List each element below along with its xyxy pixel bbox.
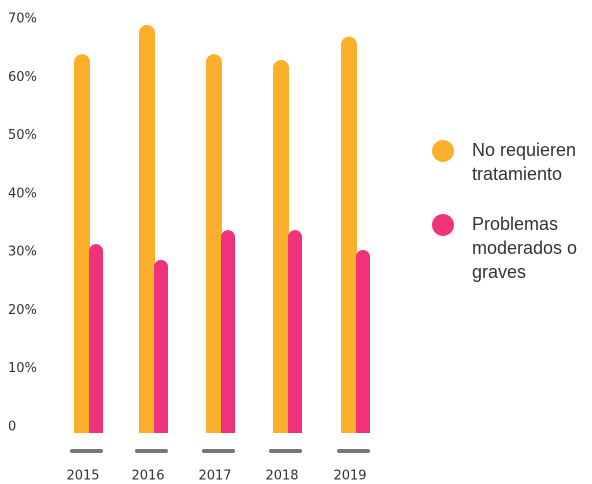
bar xyxy=(89,244,103,433)
bar xyxy=(341,36,357,434)
bar xyxy=(273,59,289,433)
bar xyxy=(74,54,90,434)
y-tick-label: 10% xyxy=(8,361,37,376)
y-tick-label: 0 xyxy=(8,420,16,435)
bar xyxy=(221,230,235,433)
y-tick-label: 40% xyxy=(8,186,37,201)
axis-dash xyxy=(70,449,103,453)
axis-dash xyxy=(135,449,168,453)
bar xyxy=(356,249,370,433)
bar xyxy=(139,25,155,433)
axis-dash xyxy=(337,449,370,453)
legend-label: No requieren tratamiento xyxy=(472,140,577,184)
y-tick-label: 50% xyxy=(8,128,37,143)
bar xyxy=(206,54,222,434)
bar xyxy=(288,230,302,433)
y-tick-label: 20% xyxy=(8,303,37,318)
x-tick-label: 2017 xyxy=(198,469,231,484)
x-tick-label: 2016 xyxy=(131,469,164,484)
y-tick-label: 60% xyxy=(8,70,37,85)
legend-swatch xyxy=(432,140,454,162)
axis-dash xyxy=(202,449,235,453)
legend-item: No requieren tratamiento xyxy=(432,138,592,186)
legend-swatch xyxy=(432,214,454,236)
legend-item: Problemas moderados o graves xyxy=(432,212,592,284)
bar xyxy=(154,259,169,433)
y-tick-label: 70% xyxy=(8,12,37,27)
x-tick-label: 2018 xyxy=(265,469,298,484)
axis-dash xyxy=(269,449,302,453)
y-tick-label: 30% xyxy=(8,245,37,260)
x-tick-label: 2019 xyxy=(333,469,366,484)
x-tick-label: 2015 xyxy=(66,469,99,484)
legend-label: Problemas moderados o graves xyxy=(472,214,578,282)
